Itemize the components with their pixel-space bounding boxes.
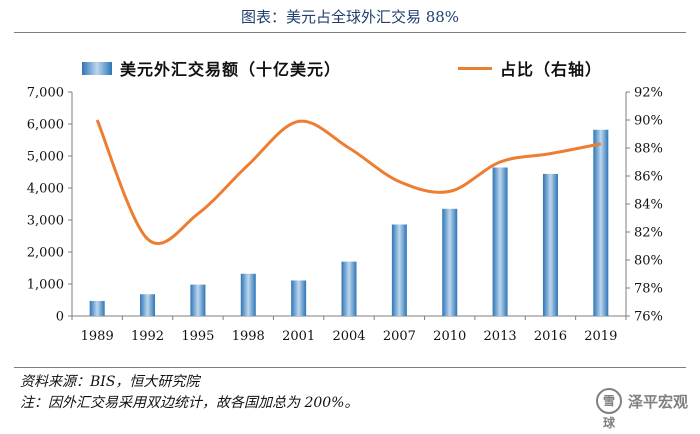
y-right-tick-label: 90% (634, 114, 663, 129)
x-tick-label: 2001 (282, 329, 315, 344)
x-tick-label: 2007 (383, 329, 416, 344)
footer-divider (14, 367, 686, 368)
y-right-tick-label: 78% (634, 282, 663, 297)
x-tick-label: 2010 (433, 329, 466, 344)
x-tick-label: 1998 (232, 329, 265, 344)
x-tick-label: 2016 (534, 329, 567, 344)
y-left-tick-label: 6,000 (27, 118, 64, 133)
bar-1989 (89, 300, 105, 316)
y-left-tick-label: 4,000 (27, 182, 64, 197)
watermark-logo: 雪球 (595, 388, 622, 430)
y-left-tick-label: 2,000 (27, 246, 64, 261)
y-right-tick-label: 84% (634, 198, 663, 213)
y-right-tick-label: 92% (634, 86, 663, 101)
legend-line-label: 占比（右轴） (500, 60, 603, 79)
footnote: 注：因外汇交易采用双边统计，故各国加总为 200%。 (20, 395, 359, 411)
bar-1992 (140, 294, 156, 316)
legend-line-entry: 占比（右轴） (458, 56, 602, 80)
watermark-text: 泽平宏观 (627, 392, 688, 411)
source-note: 资料来源：BIS，恒大研究院 (20, 374, 200, 390)
x-tick-label: 2019 (584, 329, 617, 344)
bar-2010 (442, 208, 458, 316)
legend-bar-entry: 美元外汇交易额（十亿美元） (82, 56, 341, 80)
x-tick-label: 1995 (181, 329, 214, 344)
x-tick-label: 2004 (332, 329, 365, 344)
bar-2004 (341, 261, 357, 316)
x-tick-label: 2013 (484, 329, 517, 344)
legend-line-swatch (458, 66, 492, 70)
bar-1998 (240, 273, 256, 316)
bar-1995 (190, 284, 206, 316)
legend-bar-swatch (82, 61, 112, 75)
y-right-tick-label: 88% (634, 142, 663, 157)
legend-bar-label: 美元外汇交易额（十亿美元） (120, 60, 342, 79)
x-tick-label: 1992 (131, 329, 164, 344)
y-left-tick-label: 0 (56, 310, 64, 325)
share-line-series (95, 119, 602, 246)
bar-2013 (492, 167, 508, 316)
y-left-tick-label: 7,000 (27, 86, 64, 101)
bar-2001 (291, 280, 307, 316)
bar-2007 (391, 224, 407, 316)
bar-2019 (593, 129, 609, 316)
watermark: 雪球 泽平宏观 (595, 388, 688, 430)
x-tick-label: 1989 (81, 329, 114, 344)
y-right-tick-label: 76% (634, 310, 663, 325)
y-left-tick-label: 3,000 (27, 214, 64, 229)
chart-title: 图表：美元占全球外汇交易 88% (240, 8, 460, 26)
title-divider (14, 32, 686, 33)
y-right-tick-label: 80% (634, 254, 663, 269)
y-left-tick-label: 5,000 (27, 150, 64, 165)
y-right-tick-label: 86% (634, 170, 663, 185)
chart-plot: 0 1,000 2,000 3,000 4,000 5,000 6,000 7,000 76% 7… (27, 86, 663, 345)
bar-2016 (542, 173, 558, 316)
y-right-tick-label: 82% (634, 226, 663, 241)
y-left-tick-label: 1,000 (27, 278, 64, 293)
